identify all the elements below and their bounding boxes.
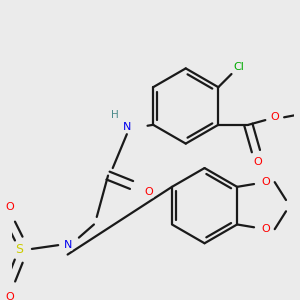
Text: O: O [144, 188, 153, 197]
Text: O: O [5, 202, 14, 212]
Text: N: N [123, 122, 131, 132]
Text: O: O [254, 158, 262, 167]
Text: O: O [270, 112, 279, 122]
Text: H: H [111, 110, 119, 120]
Text: O: O [261, 224, 270, 234]
Text: S: S [15, 243, 23, 256]
Text: N: N [63, 240, 72, 250]
Text: O: O [5, 292, 14, 300]
Text: Cl: Cl [234, 61, 244, 71]
Text: O: O [261, 177, 270, 187]
